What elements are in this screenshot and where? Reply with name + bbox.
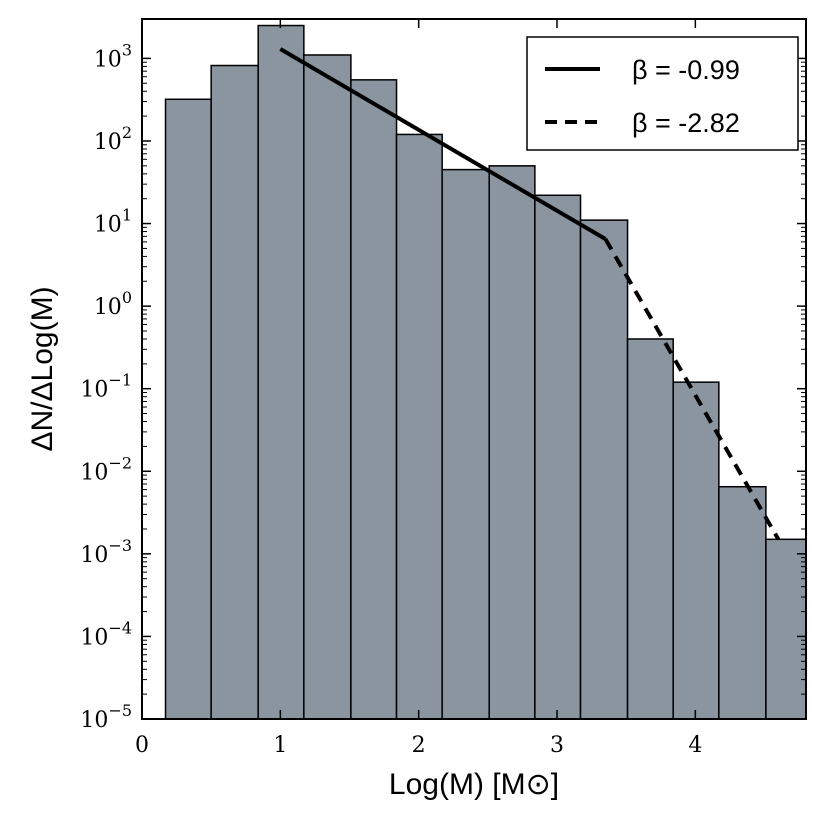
fit-line-solid: [279, 47, 607, 241]
ticks-group: 0 1 2 3 4 10−5 10−4 10−3 10−2 10−1 100 101 102 103: [80, 19, 806, 758]
legend-label-1: β = -0.99: [632, 55, 740, 85]
y-tick-label: 103: [94, 40, 132, 72]
y-tick-label: 101: [94, 206, 132, 238]
histogram-bar-14: [765, 538, 807, 720]
x-tick-label: 2: [412, 733, 426, 758]
y-tick-label: 10−4: [80, 618, 132, 650]
legend: β = -0.99 β = -2.82: [526, 36, 799, 151]
y-tick-label: 10−2: [80, 453, 132, 485]
y-tick-label: 10−1: [80, 371, 132, 403]
y-tick-label: 102: [94, 123, 132, 155]
histogram-bar-11: [626, 338, 674, 720]
histogram-bar-8: [488, 165, 536, 720]
fit-lines-group: [279, 47, 781, 541]
plot-frame: [141, 18, 807, 720]
histogram-bar-2: [210, 64, 259, 720]
legend-label-2: β = -2.82: [632, 108, 740, 138]
x-tick-label: 0: [135, 733, 149, 758]
y-tick-label: 10−5: [80, 701, 132, 733]
y-tick-label: 10−3: [80, 536, 132, 568]
histogram-bar-1: [164, 98, 212, 720]
legend-box: [526, 36, 799, 151]
x-tick-label: 1: [273, 733, 287, 758]
histogram-bar-4: [303, 54, 352, 720]
histogram-bar-9: [534, 194, 582, 720]
histogram-bar-13: [718, 485, 767, 720]
histogram-bar-7: [441, 168, 490, 720]
histogram-bar-6: [395, 133, 443, 720]
histogram-bar-10: [579, 219, 629, 720]
x-axis-label: Log(M) [M⊙]: [389, 768, 559, 801]
histogram-bar-12: [672, 381, 720, 720]
histogram-bar-3: [257, 24, 305, 720]
y-axis-label: ΔN/ΔLog(M): [26, 286, 59, 451]
y-tick-label: 100: [94, 288, 132, 320]
x-tick-label: 3: [550, 733, 564, 758]
x-tick-label: 4: [688, 733, 702, 758]
histogram-bar-5: [350, 79, 398, 720]
fit-line-dashed: [603, 237, 781, 541]
